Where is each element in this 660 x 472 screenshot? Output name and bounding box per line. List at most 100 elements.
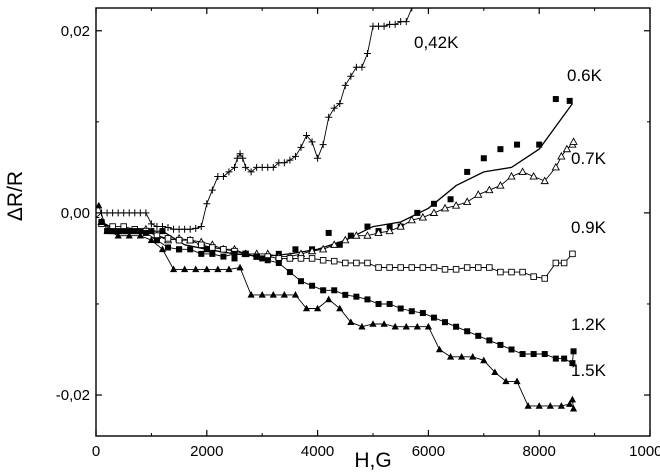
data-point: [280, 291, 288, 298]
data-point: [535, 402, 543, 409]
data-point: [325, 113, 333, 121]
data-point: [391, 20, 399, 28]
data-point: [236, 150, 244, 158]
data-point: [347, 318, 355, 325]
data-point: [342, 291, 349, 298]
data-point: [380, 22, 388, 30]
data-point: [508, 346, 515, 353]
data-point: [231, 255, 238, 262]
data-point: [419, 310, 426, 317]
data-point: [497, 268, 504, 276]
data-point: [131, 228, 138, 235]
data-point: [269, 291, 277, 298]
data-point: [569, 360, 576, 367]
series-042K: [96, 8, 416, 233]
data-point: [269, 163, 277, 171]
data-point: [508, 268, 515, 276]
data-point: [314, 304, 322, 312]
y-tick-label: 0,00: [61, 205, 90, 222]
data-point: [514, 141, 521, 148]
data-point: [551, 162, 560, 171]
data-point: [541, 275, 548, 282]
data-point: [458, 352, 466, 360]
series-09K: [98, 220, 576, 282]
data-point: [175, 236, 183, 244]
data-point: [147, 220, 155, 228]
data-point: [158, 245, 167, 253]
data-point: [186, 225, 194, 233]
data-point: [569, 137, 578, 145]
series-15K: [96, 201, 578, 412]
data-point: [203, 200, 211, 208]
data-point: [331, 287, 338, 294]
series-line: [101, 141, 574, 258]
data-point: [529, 171, 538, 180]
data-point: [275, 259, 282, 266]
data-point: [165, 244, 172, 251]
data-point: [475, 264, 482, 271]
data-point: [424, 322, 432, 330]
data-point: [464, 168, 471, 175]
data-point: [408, 308, 415, 315]
data-point: [363, 231, 372, 239]
data-point: [330, 104, 338, 112]
data-point: [453, 323, 460, 330]
data-point: [242, 250, 249, 257]
data-point: [530, 273, 537, 280]
data-point: [341, 81, 349, 89]
data-point: [353, 259, 360, 267]
series-layer: [96, 8, 578, 412]
data-point: [569, 404, 578, 412]
x-tick-label: 4000: [301, 443, 334, 460]
data-point: [176, 246, 183, 253]
data-point: [524, 402, 532, 409]
series-label: 0.7K: [571, 149, 607, 168]
data-point: [408, 264, 416, 271]
data-point: [540, 176, 549, 185]
data-point: [497, 146, 504, 153]
data-point: [552, 355, 559, 362]
data-point: [347, 72, 355, 80]
data-point: [430, 314, 437, 321]
data-point: [325, 295, 333, 303]
data-point: [219, 172, 227, 180]
data-point: [308, 138, 316, 146]
data-point: [497, 341, 504, 348]
data-point: [485, 185, 494, 194]
data-point: [530, 351, 537, 358]
data-point: [319, 256, 327, 264]
x-axis-title: H,G: [354, 449, 391, 472]
series-label: 0.6K: [567, 66, 603, 85]
data-point: [541, 351, 548, 358]
data-point: [452, 266, 460, 273]
data-point: [225, 265, 233, 273]
data-point: [397, 305, 404, 312]
data-point: [507, 171, 516, 180]
data-point: [220, 253, 227, 260]
data-point: [98, 219, 105, 225]
data-point: [396, 222, 405, 230]
data-point: [358, 322, 366, 330]
data-point: [208, 186, 216, 194]
data-point: [519, 268, 526, 276]
series-line: [98, 205, 574, 409]
data-point: [441, 266, 449, 273]
data-point: [291, 152, 299, 160]
data-point: [319, 141, 327, 149]
data-point: [203, 265, 211, 273]
data-point: [386, 300, 393, 307]
y-tick-label: 0,02: [61, 23, 90, 40]
data-point: [475, 332, 482, 339]
data-point: [297, 255, 305, 262]
data-point: [307, 246, 317, 255]
data-point: [480, 155, 487, 162]
data-point: [486, 264, 493, 271]
data-point: [552, 259, 560, 267]
data-point: [408, 8, 416, 12]
series-label: 1.2K: [571, 315, 607, 334]
data-point: [463, 197, 472, 206]
data-point: [347, 232, 354, 239]
y-axis-title: ΔR/R: [4, 171, 27, 221]
